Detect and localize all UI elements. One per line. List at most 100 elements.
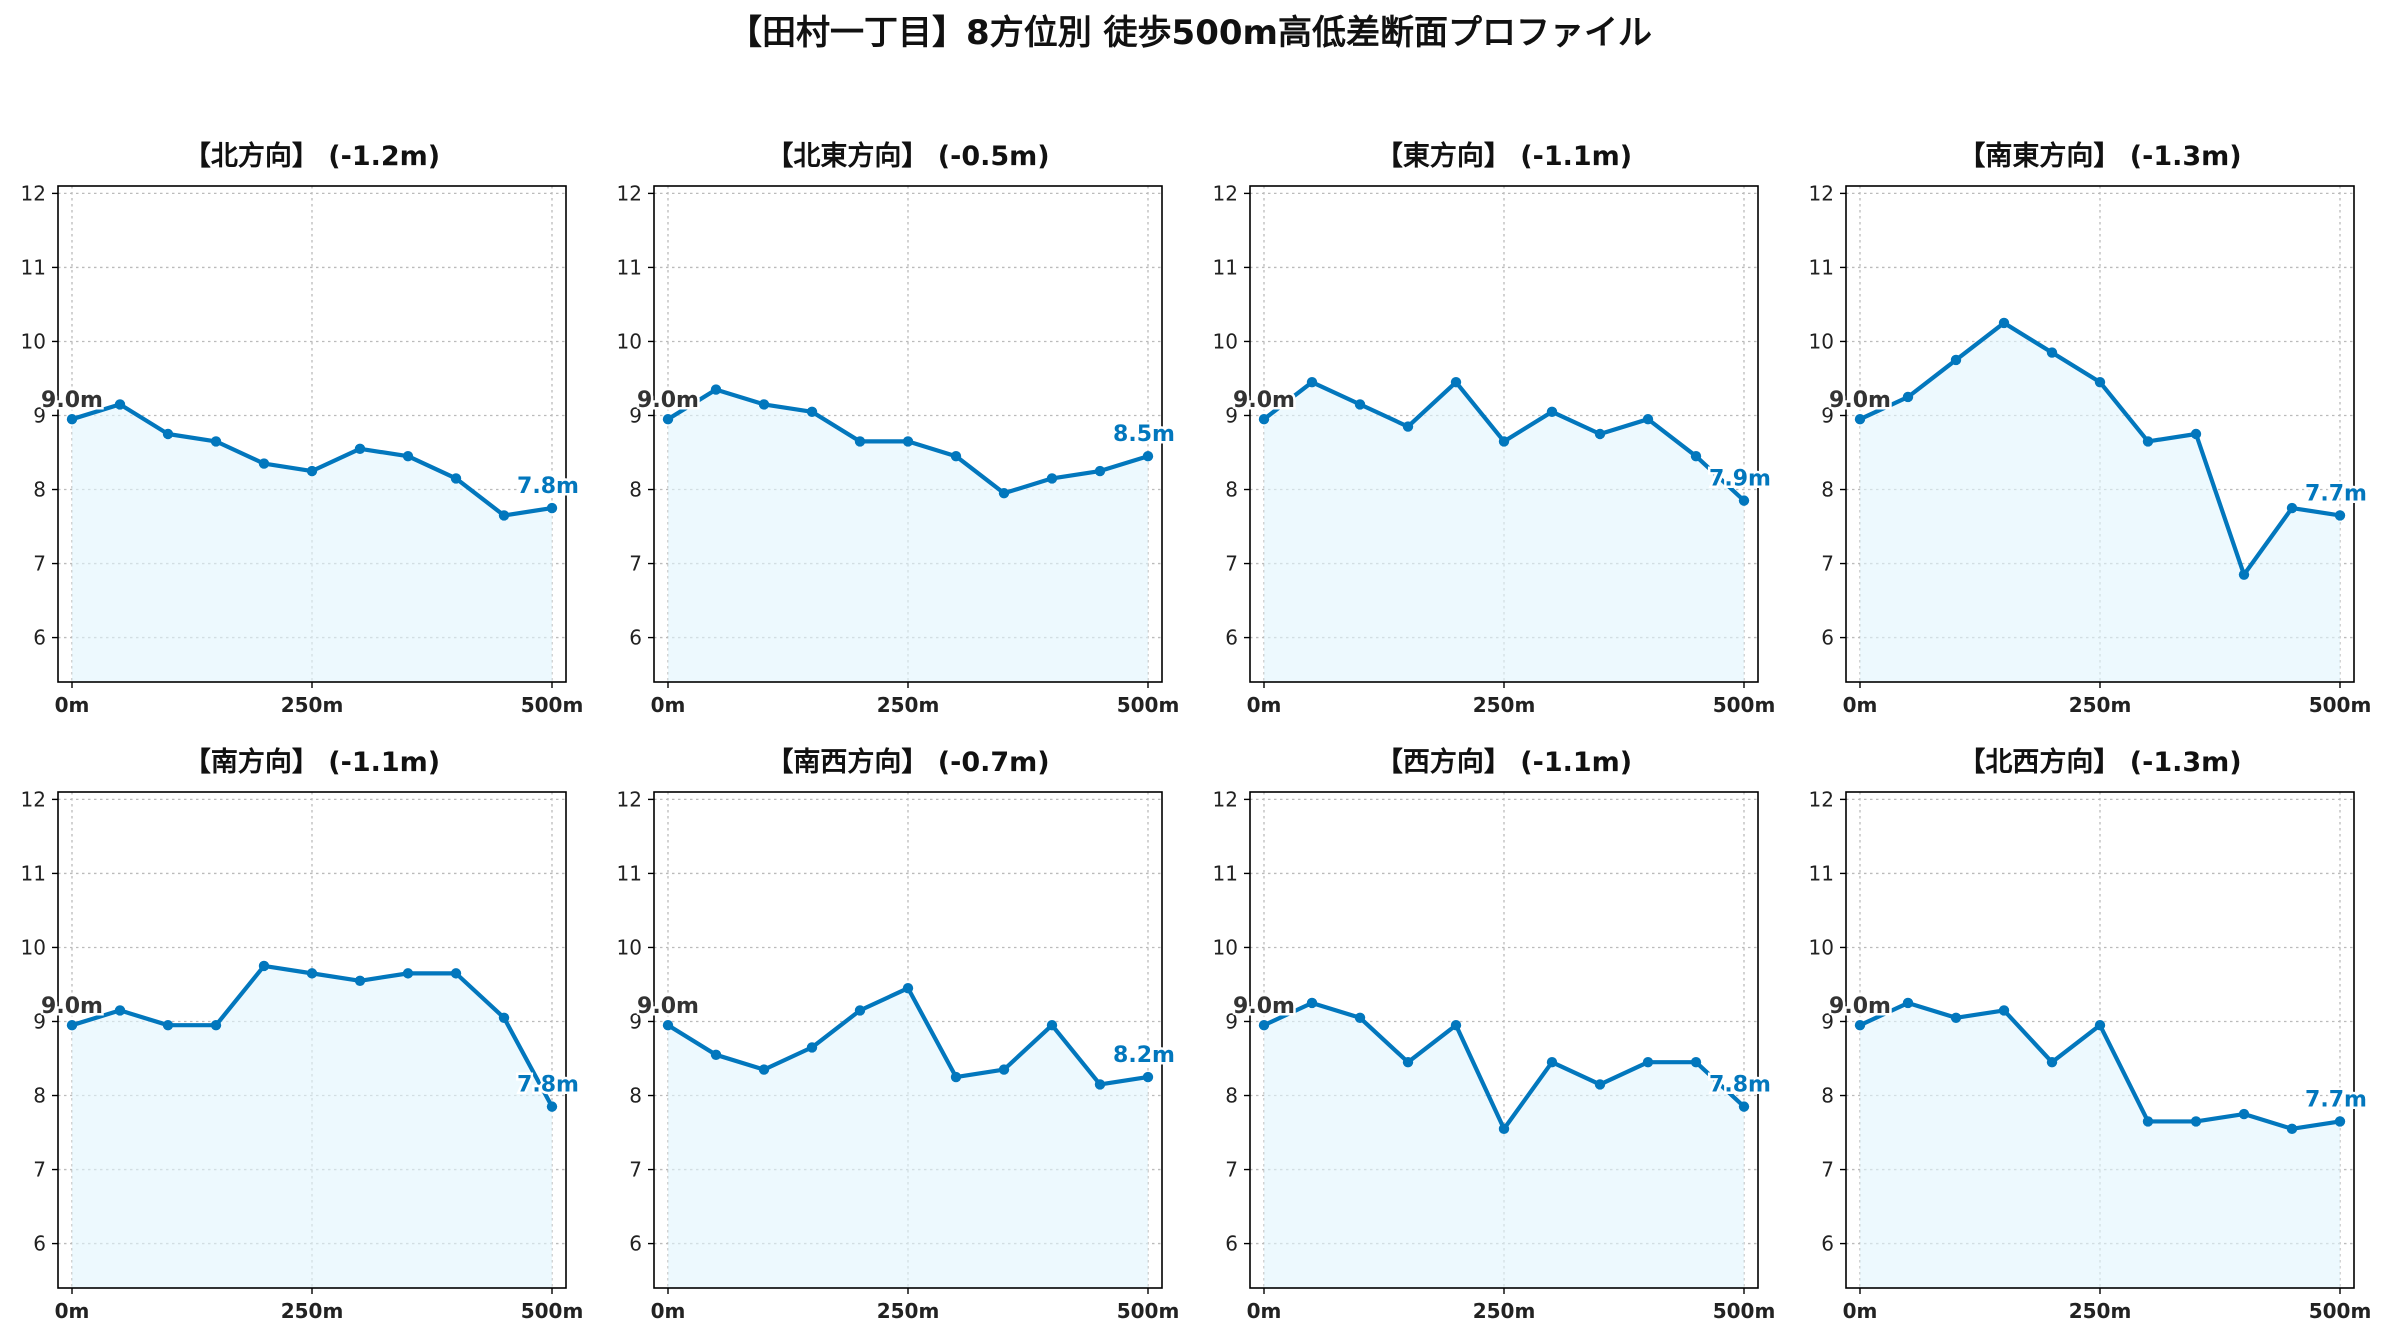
- elevation-point: [1902, 997, 1914, 1009]
- elevation-point: [2046, 1057, 2058, 1068]
- elevation-point: [1354, 1012, 1366, 1023]
- elevation-point: [114, 399, 126, 410]
- y-tick-label: 11: [1809, 861, 1834, 885]
- y-tick-label: 10: [21, 935, 46, 959]
- elevation-point: [354, 975, 366, 986]
- y-tick-label: 10: [1213, 935, 1238, 959]
- y-tick-label: 10: [617, 329, 642, 353]
- x-tick-label: 250m: [2069, 1299, 2132, 1323]
- elevation-point: [1306, 997, 1318, 1009]
- elevation-point: [1594, 428, 1606, 440]
- elevation-point: [1498, 1123, 1510, 1135]
- y-tick-label: 12: [617, 787, 642, 811]
- elevation-point: [806, 406, 818, 417]
- start-elevation-label: 9.0m: [637, 994, 699, 1019]
- y-tick-label: 11: [1809, 255, 1834, 279]
- end-elevation-label: 7.7m: [2305, 1087, 2367, 1112]
- y-tick-label: 9: [629, 1009, 642, 1033]
- elevation-point: [546, 502, 558, 514]
- elevation-point: [758, 1064, 770, 1075]
- elevation-point: [1642, 413, 1654, 425]
- elevation-point: [2094, 376, 2106, 388]
- x-tick-label: 250m: [2069, 693, 2132, 717]
- elevation-point: [1854, 1019, 1866, 1031]
- y-tick-label: 11: [21, 861, 46, 885]
- elevation-point: [354, 443, 366, 455]
- elevation-point: [1546, 1057, 1558, 1068]
- start-elevation-label: 9.0m: [1233, 994, 1295, 1019]
- elevation-point: [2142, 1116, 2154, 1127]
- y-tick-label: 7: [1225, 1158, 1238, 1182]
- elevation-point: [902, 436, 914, 447]
- x-tick-label: 500m: [521, 693, 584, 717]
- y-tick-label: 8: [629, 478, 642, 502]
- y-tick-label: 9: [629, 403, 642, 427]
- y-tick-label: 7: [629, 1158, 642, 1182]
- start-elevation-label: 9.0m: [637, 388, 699, 413]
- x-tick-label: 250m: [877, 693, 940, 717]
- y-tick-label: 11: [617, 861, 642, 885]
- elevation-point: [1142, 1071, 1154, 1083]
- panel-title: 【南西方向】 (-0.7m): [766, 746, 1049, 778]
- profile-panel: 6 7 8 9 10 11 12 0m 250m 500m 【西方向】 (-1.1m) 9.0m 7.8…: [1213, 746, 1776, 1323]
- elevation-point: [402, 451, 414, 462]
- end-elevation-label: 8.2m: [1113, 1043, 1175, 1068]
- elevation-point: [450, 968, 462, 979]
- elevation-point: [854, 436, 866, 447]
- x-tick-label: 250m: [1473, 693, 1536, 717]
- x-tick-label: 250m: [281, 693, 344, 717]
- elevation-point: [1738, 495, 1750, 506]
- elevation-point: [1402, 421, 1414, 432]
- y-tick-label: 6: [1821, 626, 1834, 650]
- y-tick-label: 11: [1213, 255, 1238, 279]
- elevation-point: [1998, 1005, 2010, 1016]
- y-tick-label: 12: [1809, 181, 1834, 205]
- elevation-point: [498, 1012, 510, 1023]
- elevation-point: [1902, 391, 1914, 403]
- y-tick-label: 6: [33, 1232, 46, 1256]
- x-tick-label: 0m: [1843, 693, 1878, 717]
- start-elevation-label: 9.0m: [1829, 994, 1891, 1019]
- elevation-point: [2094, 1019, 2106, 1031]
- elevation-point: [1046, 473, 1058, 484]
- elevation-point: [662, 1019, 674, 1031]
- y-tick-label: 7: [33, 552, 46, 576]
- y-tick-label: 8: [1821, 478, 1834, 502]
- y-tick-label: 6: [1821, 1232, 1834, 1256]
- profile-panel: 6 7 8 9 10 11 12 0m 250m 500m 【南西方向】 (-0.7m) 9.0m 8.…: [617, 746, 1180, 1323]
- elevation-point: [2238, 569, 2250, 580]
- elevation-point: [1258, 413, 1270, 425]
- end-elevation-label: 7.9m: [1709, 467, 1771, 492]
- x-tick-label: 500m: [1117, 1299, 1180, 1323]
- elevation-point: [66, 413, 78, 425]
- elevation-point: [1046, 1019, 1058, 1031]
- elevation-point: [998, 1064, 1010, 1075]
- x-tick-label: 0m: [55, 693, 90, 717]
- elevation-point: [2238, 1108, 2250, 1120]
- y-tick-label: 11: [1213, 861, 1238, 885]
- elevation-point: [1258, 1019, 1270, 1031]
- y-tick-label: 8: [1225, 1084, 1238, 1108]
- panel-title: 【北西方向】 (-1.3m): [1958, 746, 2241, 778]
- y-tick-label: 9: [1821, 403, 1834, 427]
- elevation-point: [498, 510, 510, 521]
- elevation-point: [402, 968, 414, 979]
- x-tick-label: 0m: [651, 1299, 686, 1323]
- end-elevation-label: 7.8m: [1709, 1073, 1771, 1098]
- elevation-point: [950, 1071, 962, 1083]
- x-tick-label: 0m: [1247, 1299, 1282, 1323]
- y-tick-label: 12: [21, 787, 46, 811]
- y-tick-label: 10: [1213, 329, 1238, 353]
- x-tick-label: 0m: [1247, 693, 1282, 717]
- elevation-point: [1094, 465, 1106, 477]
- elevation-area: [1264, 382, 1744, 682]
- elevation-point: [1094, 1079, 1106, 1090]
- panel-title: 【南方向】 (-1.1m): [184, 746, 440, 778]
- elevation-point: [258, 960, 270, 972]
- panel-title: 【西方向】 (-1.1m): [1376, 746, 1632, 778]
- elevation-area: [72, 965, 552, 1288]
- y-tick-label: 6: [629, 626, 642, 650]
- elevation-point: [306, 968, 318, 979]
- x-tick-label: 250m: [1473, 1299, 1536, 1323]
